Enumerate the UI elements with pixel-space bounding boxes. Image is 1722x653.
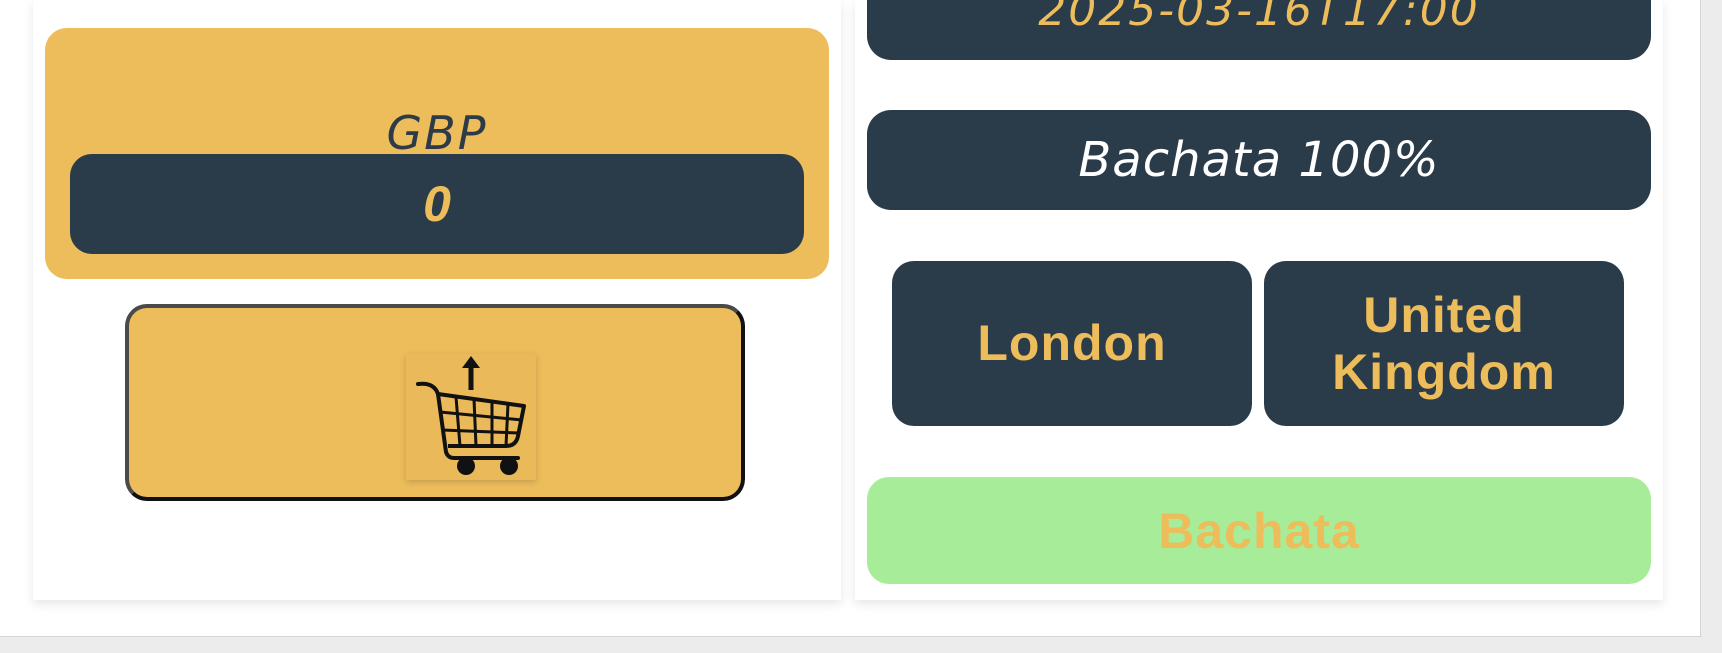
price-box: GBP 0 — [45, 28, 829, 279]
cart-upload-icon — [406, 354, 536, 480]
dance-style-button[interactable]: Bachata — [867, 477, 1651, 584]
page-background: GBP 0 — [0, 0, 1701, 637]
country-badge: United Kingdom — [1264, 261, 1624, 426]
price-card: GBP 0 — [33, 0, 841, 600]
currency-label: GBP — [386, 106, 488, 160]
price-value: 0 — [70, 154, 804, 254]
event-details-card: 2025-03-16T17:00 Bachata 100% London Uni… — [855, 0, 1663, 600]
dance-mix-label: Bachata 100% — [867, 110, 1651, 210]
add-to-cart-button[interactable] — [125, 304, 745, 501]
city-badge: London — [892, 261, 1252, 426]
event-datetime: 2025-03-16T17:00 — [867, 0, 1651, 60]
